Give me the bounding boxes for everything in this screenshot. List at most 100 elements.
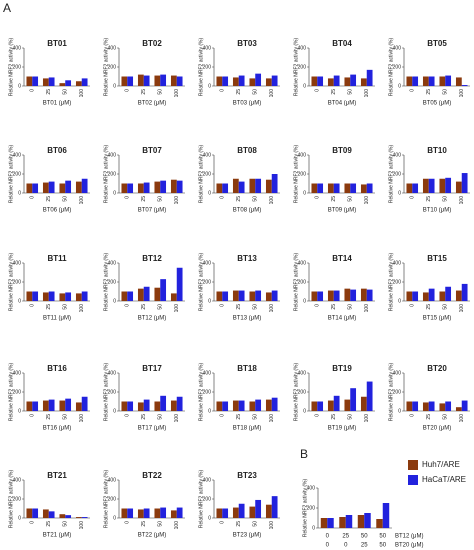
x-axis-label: BT16 (μM) bbox=[43, 426, 71, 432]
x-tick-label: 25 bbox=[426, 196, 432, 202]
bar bbox=[265, 179, 272, 193]
legend-label: HaCaT/ARE bbox=[422, 475, 466, 484]
y-tick-label: 200 bbox=[307, 505, 316, 511]
bar bbox=[137, 183, 144, 193]
bar bbox=[48, 399, 55, 411]
bar bbox=[249, 401, 256, 411]
bar bbox=[170, 510, 177, 518]
y-tick-label: 0 bbox=[312, 525, 315, 531]
y-tick-label: 400 bbox=[108, 45, 117, 51]
x-tick-label: 25 bbox=[236, 196, 242, 202]
bar bbox=[333, 290, 340, 301]
legend-swatch bbox=[408, 460, 418, 470]
bar bbox=[311, 76, 318, 86]
bar bbox=[265, 399, 272, 411]
bar bbox=[216, 508, 223, 518]
y-tick-label: 200 bbox=[203, 279, 212, 285]
bar bbox=[350, 289, 357, 301]
y-tick-label: 400 bbox=[108, 477, 117, 483]
bar bbox=[320, 518, 328, 528]
bar bbox=[364, 513, 371, 528]
y-tick-label: 0 bbox=[18, 515, 21, 521]
x-tick-label: 0 bbox=[315, 414, 321, 417]
bar bbox=[271, 290, 278, 301]
x-tick-label: 0 bbox=[410, 414, 416, 417]
bar bbox=[176, 180, 183, 193]
bar bbox=[160, 74, 167, 86]
bar bbox=[170, 75, 177, 86]
chart-title: BT22 bbox=[142, 471, 162, 480]
bar bbox=[137, 288, 144, 301]
y-tick-label: 0 bbox=[398, 83, 401, 89]
bar bbox=[360, 396, 367, 411]
x-tick-label: 25 bbox=[342, 534, 349, 540]
panel-label: A bbox=[3, 1, 11, 15]
bar bbox=[176, 396, 183, 411]
y-tick-label: 400 bbox=[13, 477, 22, 483]
bar bbox=[412, 183, 419, 193]
x-axis-label: BT23 (μM) bbox=[233, 533, 261, 539]
chart-title: BT20 bbox=[427, 364, 447, 373]
x-tick-label: 50 bbox=[443, 89, 449, 95]
bar bbox=[176, 267, 183, 301]
y-tick-label: 200 bbox=[108, 389, 117, 395]
y-tick-label: 0 bbox=[398, 298, 401, 304]
bar bbox=[412, 291, 419, 301]
bar bbox=[32, 508, 39, 518]
y-tick-label: 200 bbox=[13, 279, 22, 285]
bar bbox=[422, 402, 429, 411]
bar bbox=[350, 74, 357, 86]
x-tick-label: 50 bbox=[253, 196, 259, 202]
x-tick-label: 25 bbox=[141, 196, 147, 202]
x-axis-label: BT02 (μM) bbox=[138, 101, 166, 107]
x-axis-label: BT14 (μM) bbox=[328, 316, 356, 322]
bar bbox=[65, 292, 72, 301]
x-tick-label: 100 bbox=[269, 196, 275, 205]
bar bbox=[455, 407, 462, 411]
bar bbox=[428, 178, 435, 193]
bar bbox=[75, 181, 82, 193]
bar bbox=[360, 78, 367, 86]
bar bbox=[461, 173, 468, 193]
bar bbox=[344, 183, 351, 193]
chart-title: BT13 bbox=[237, 254, 257, 263]
bar bbox=[121, 508, 128, 518]
y-axis-label: Relative NRF2 activity (%) bbox=[198, 38, 204, 97]
x-tick-label: 0 bbox=[125, 521, 131, 524]
x-tick-label: 100 bbox=[174, 521, 180, 530]
x-tick-label: 100 bbox=[79, 304, 85, 313]
x-tick-label: 0 bbox=[125, 89, 131, 92]
y-tick-label: 400 bbox=[13, 260, 22, 266]
bar bbox=[121, 291, 128, 301]
bar bbox=[121, 401, 128, 411]
x-tick-label: 25 bbox=[46, 89, 52, 95]
bar bbox=[59, 83, 66, 86]
x-tick-label: 0 bbox=[410, 89, 416, 92]
bar bbox=[311, 401, 318, 411]
x-tick-label: 0 bbox=[220, 414, 226, 417]
legend-label: Huh7/ARE bbox=[422, 460, 460, 469]
x-tick-label: 50 bbox=[63, 196, 69, 202]
y-axis-label: Relative NRF2 activity (%) bbox=[8, 253, 14, 312]
bar bbox=[160, 395, 167, 411]
panel-label: B bbox=[300, 447, 308, 461]
x-tick-label: 100 bbox=[79, 414, 85, 423]
bar bbox=[333, 75, 340, 86]
x-axis-label: BT17 (μM) bbox=[138, 426, 166, 432]
bar bbox=[127, 508, 134, 518]
x-tick-label: 50 bbox=[253, 89, 259, 95]
y-axis-label: Relative NRF2 activity (%) bbox=[198, 253, 204, 312]
bar bbox=[265, 292, 272, 301]
chart-title: BT06 bbox=[47, 146, 67, 155]
y-tick-label: 200 bbox=[203, 496, 212, 502]
y-tick-label: 200 bbox=[13, 496, 22, 502]
bar bbox=[26, 183, 33, 193]
bar bbox=[271, 174, 278, 193]
bar bbox=[311, 291, 318, 301]
y-tick-label: 400 bbox=[108, 260, 117, 266]
y-tick-label: 0 bbox=[303, 190, 306, 196]
x-tick-label: 0 bbox=[30, 304, 36, 307]
x-tick-label: 0 bbox=[326, 534, 330, 540]
y-tick-label: 400 bbox=[298, 370, 307, 376]
chart-title: BT07 bbox=[142, 146, 162, 155]
